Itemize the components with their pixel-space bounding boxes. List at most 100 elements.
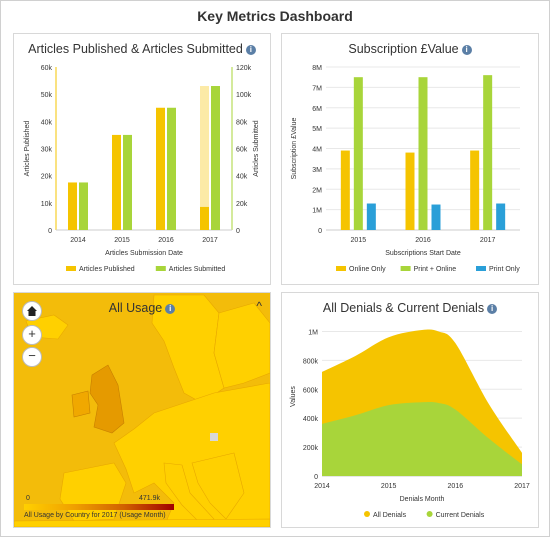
x-tick-label: 2016 [448, 483, 464, 490]
y-tick-label: 1M [312, 208, 322, 215]
legend-label: Current Denials [436, 512, 485, 519]
legend-swatch [400, 266, 411, 271]
legend-label: Articles Published [79, 266, 135, 273]
y-tick-label: 0 [314, 474, 318, 481]
bar-print-online [483, 75, 493, 231]
right-tick-label: 60k [236, 147, 248, 154]
dashboard-title: Key Metrics Dashboard [197, 8, 353, 24]
y-tick-label: 800k [303, 358, 319, 365]
zoom-out-button[interactable]: − [22, 347, 42, 367]
left-tick-label: 20k [41, 174, 53, 181]
legend-label: Print + Online [414, 266, 457, 273]
bar-articles-submitted [211, 86, 220, 230]
legend-label: Online Only [349, 266, 386, 273]
y-tick-label: 1M [308, 329, 318, 336]
home-icon [27, 306, 37, 316]
y-tick-label: 3M [312, 167, 322, 174]
x-tick-label: 2015 [351, 237, 367, 244]
bar-print-online [353, 77, 363, 230]
articles-panel: Articles Published & Articles Submitted i… [13, 33, 271, 285]
denials-chart: 0 200k 400k 600k 800k 1M 2014 2015 2016 2017 Denia… [290, 329, 530, 519]
info-icon[interactable]: i [165, 304, 176, 314]
info-icon[interactable]: i [487, 304, 498, 314]
legend-swatch [476, 266, 486, 271]
x-axis-title: Subscriptions Start Date [385, 250, 461, 257]
y-axis-title: Values [290, 386, 297, 407]
y-tick-label: 6M [312, 106, 322, 113]
x-axis-title: Articles Submission Date [105, 250, 183, 257]
home-button[interactable] [22, 301, 42, 321]
bar-articles-submitted [79, 182, 88, 230]
left-tick-label: 50k [41, 92, 53, 99]
x-tick-label: 2017 [514, 483, 530, 490]
map-land-finland [213, 302, 270, 389]
x-tick-label: 2014 [70, 237, 86, 244]
legend-label: Articles Submitted [169, 266, 226, 273]
x-tick-label: 2015 [381, 483, 397, 490]
x-tick-label: 2017 [202, 237, 218, 244]
bar-articles-published [68, 182, 77, 230]
left-tick-label: 60k [41, 65, 53, 72]
bar-print-only [366, 203, 376, 230]
info-icon[interactable]: i [461, 45, 472, 55]
legend-label: Print Only [489, 266, 520, 273]
right-tick-label: 40k [236, 174, 248, 181]
legend-label: All Denials [373, 512, 407, 519]
info-icon[interactable]: i [245, 45, 256, 55]
bar-online-only [470, 150, 480, 230]
map-land-uk [89, 364, 125, 434]
bar-online-only [340, 150, 350, 230]
scale-min-label: 0 [26, 495, 30, 502]
y-axis-title-right: Articles Submitted [253, 120, 260, 177]
usage-map-panel: All Usage i + − ^ 0 471.9k All Usage by C… [13, 292, 271, 528]
denials-panel: All Denials & Current Denials i 0 200k 400k… [281, 292, 539, 528]
area-current-denials [322, 402, 522, 476]
bar-online-only [405, 152, 415, 230]
x-tick-label: 2017 [480, 237, 496, 244]
left-tick-label: 0 [48, 228, 52, 235]
x-tick-label: 2016 [158, 237, 174, 244]
right-tick-label: 20k [236, 201, 248, 208]
europe-map[interactable] [14, 293, 270, 527]
x-tick-label: 2014 [314, 483, 330, 490]
y-tick-label: 600k [303, 387, 319, 394]
right-tick-label: 80k [236, 119, 248, 126]
legend-marker [426, 511, 433, 517]
map-land-ireland [71, 390, 91, 418]
legend-swatch [155, 266, 166, 271]
bar-articles-published [200, 206, 209, 230]
bar-highlight [200, 86, 209, 207]
right-tick-label: 0 [236, 228, 240, 235]
subscription-chart: 0 1M 2M 3M 4M 5M 6M 7M 8M 2015 2016 2017 Subscriptio… [291, 65, 520, 273]
y-tick-label: 200k [303, 445, 319, 452]
right-tick-label: 100k [236, 92, 252, 99]
legend-marker [364, 511, 370, 517]
usage-map-title: All Usage [108, 301, 163, 315]
y-axis-title-left: Articles Published [24, 121, 31, 177]
bar-print-online [418, 77, 428, 230]
bar-print-only [431, 204, 441, 230]
x-axis-title: Denials Month [400, 496, 445, 503]
map-land-balkans [191, 452, 245, 520]
y-axis-title: Subscription £Value [291, 118, 298, 180]
y-tick-label: 7M [312, 85, 322, 92]
articles-chart: 0 10k 20k 30k 40k 50k 60k 0 20k 40k 60k 80k 100k 120k… [24, 65, 260, 273]
scale-max-label: 471.9k [139, 495, 161, 502]
map-small-region [210, 433, 218, 441]
legend-swatch [66, 266, 76, 271]
articles-panel-title: Articles Published & Articles Submitted [28, 42, 243, 56]
y-tick-label: 5M [312, 126, 322, 133]
x-tick-label: 2016 [415, 237, 431, 244]
bar-print-only [496, 203, 506, 230]
subscription-panel-title: Subscription £Value [348, 42, 459, 56]
bar-articles-submitted [167, 107, 176, 230]
y-tick-label: 8M [312, 65, 322, 72]
map-caption: All Usage by Country for 2017 (Usage Mon… [24, 512, 166, 519]
bar-articles-submitted [123, 134, 132, 230]
collapse-button[interactable]: ^ [256, 299, 262, 313]
zoom-in-button[interactable]: + [22, 325, 42, 345]
subscription-panel: Subscription £Value i 0 1M 2M 3M 4M 5M 6M 7M 8M 20… [281, 33, 539, 285]
bar-articles-published [156, 107, 165, 230]
color-scale [24, 504, 174, 510]
map-land-africa [14, 518, 270, 527]
